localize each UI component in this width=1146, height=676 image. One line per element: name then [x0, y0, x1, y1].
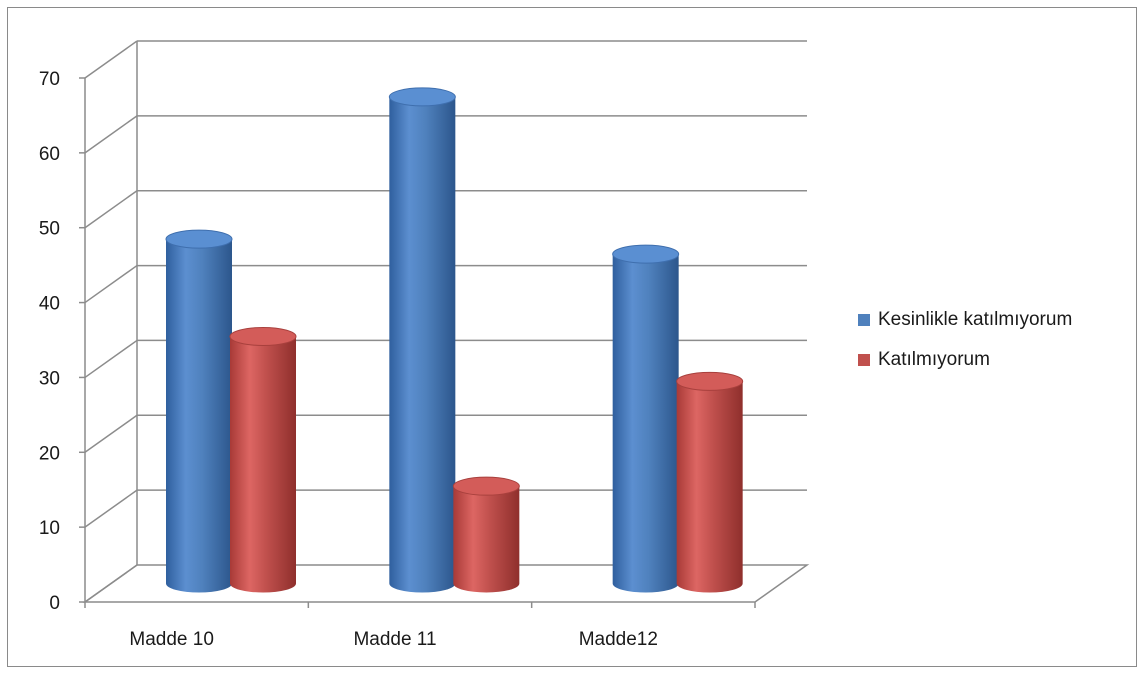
bar-series-2-3	[676, 371, 744, 593]
legend: Kesinlikle katılmıyorum Katılmıyorum	[858, 300, 1072, 380]
gridline-diagonal	[84, 264, 138, 304]
legend-swatch-series-1	[858, 314, 870, 326]
bar-series-2-2	[452, 476, 520, 593]
gridline-diagonal	[84, 339, 138, 379]
x-tick-label: Madde 11	[353, 629, 436, 650]
y-tick-label: 70	[39, 69, 60, 90]
gridline-diagonal	[84, 190, 138, 229]
y-tick-label: 60	[39, 144, 60, 165]
y-tick-label: 10	[39, 518, 60, 539]
legend-label-series-1: Kesinlikle katılmıyorum	[878, 309, 1073, 330]
legend-label-series-2: Katılmıyorum	[878, 349, 990, 370]
y-tick-label: 50	[39, 219, 60, 240]
chart-frame	[7, 7, 1137, 667]
bar-series-1-3	[612, 244, 680, 593]
y-tick-label: 30	[39, 368, 60, 389]
axis-labels: 0 10 20 30 40 50 60 70 Madde 10 Madde 11 Madde12	[39, 69, 658, 650]
bar-series-1-1	[165, 229, 233, 593]
x-tick-label: Madde 10	[129, 629, 214, 650]
y-tick-label: 40	[39, 294, 60, 315]
gridline-diagonal	[84, 489, 138, 528]
bar-series-1-2	[388, 87, 456, 593]
legend-swatch-series-2	[858, 354, 870, 366]
gridline-diagonal	[84, 414, 138, 453]
bars	[165, 87, 744, 593]
bar-series-2-1	[229, 326, 297, 593]
axes	[79, 77, 810, 608]
x-tick-label: Madde12	[579, 629, 658, 650]
gridline-diagonal	[84, 40, 138, 79]
gridline-diagonal	[84, 115, 138, 154]
legend-item-series-2: Katılmıyorum	[858, 340, 1072, 380]
legend-item-series-1: Kesinlikle katılmıyorum	[858, 300, 1072, 340]
y-tick-label: 0	[49, 593, 60, 614]
y-tick-label: 20	[39, 443, 60, 464]
